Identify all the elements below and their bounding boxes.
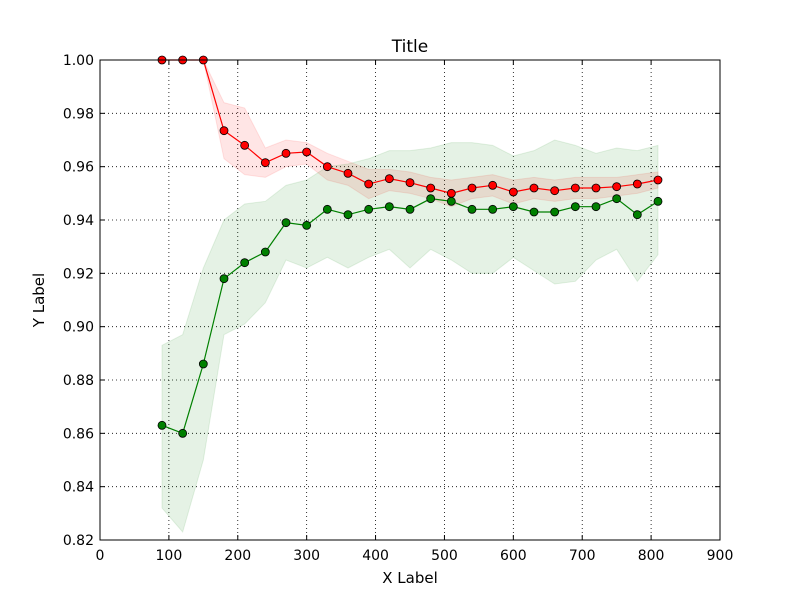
series-0-point <box>591 183 601 193</box>
series-1-point <box>405 204 415 214</box>
series-0-point <box>632 179 642 189</box>
series-1-point <box>260 247 270 257</box>
x-tick-label: 200 <box>224 548 251 564</box>
series-1-point <box>426 194 436 204</box>
y-tick-label: 0.82 <box>63 533 94 549</box>
series-0-point <box>570 183 580 193</box>
series-0-point <box>426 183 436 193</box>
series-1-band <box>161 139 659 534</box>
y-tick-label: 0.92 <box>63 266 94 282</box>
series-0-point <box>322 162 332 172</box>
y-tick-label: 0.96 <box>63 160 94 176</box>
series-1-point <box>653 196 663 206</box>
y-tick-label: 0.90 <box>63 320 94 336</box>
series-0-point <box>219 126 229 136</box>
series-0-point <box>405 178 415 188</box>
x-axis-label: X Label <box>382 569 438 587</box>
series-0-point <box>653 175 663 185</box>
y-tick-label: 0.98 <box>63 106 94 122</box>
series-0-point <box>612 182 622 192</box>
series-1-point <box>178 428 188 438</box>
series-0-point <box>281 148 291 158</box>
series-1-point <box>612 194 622 204</box>
series-1-point <box>219 274 229 284</box>
series-1-point <box>157 420 167 430</box>
x-tick-label: 700 <box>569 548 596 564</box>
series-1-point <box>550 207 560 217</box>
series-0-point <box>364 179 374 189</box>
series-0-point <box>384 174 394 184</box>
x-tick-label: 300 <box>293 548 320 564</box>
series-0-point <box>302 147 312 157</box>
series-1-point <box>570 202 580 212</box>
plot-area: 0 100 200 300 400 500 600 700 800 900 0.82 0.84 0.86… <box>63 53 734 564</box>
y-tick-label: 0.88 <box>63 373 94 389</box>
series-0-point <box>529 183 539 193</box>
series-0-point <box>240 140 250 150</box>
y-axis-label: Y Label <box>30 273 48 328</box>
series-1-point <box>529 207 539 217</box>
series-1-point <box>302 220 312 230</box>
series-1-point <box>281 218 291 228</box>
x-tick-label: 500 <box>431 548 458 564</box>
series-1-point <box>446 196 456 206</box>
series-1-point <box>343 210 353 220</box>
series-0-point <box>446 188 456 198</box>
x-tick-label: 0 <box>96 548 105 564</box>
x-tick-label: 600 <box>500 548 527 564</box>
x-tick-label: 900 <box>707 548 734 564</box>
series-0-point <box>260 158 270 168</box>
y-tick-label: 0.86 <box>63 426 94 442</box>
series-1-point <box>322 204 332 214</box>
series-0-point <box>343 168 353 178</box>
series-1-point <box>632 210 642 220</box>
x-tick-label: 400 <box>362 548 389 564</box>
series-1-point <box>240 258 250 268</box>
series-0-point <box>550 186 560 196</box>
axes-frame <box>99 59 721 541</box>
series-1-point <box>488 204 498 214</box>
y-tick-label: 0.94 <box>63 213 94 229</box>
y-tick-label: 0.84 <box>63 480 94 496</box>
series-1-point <box>591 202 601 212</box>
series-0-point <box>467 183 477 193</box>
series-1-point <box>467 204 477 214</box>
series-1-point <box>508 202 518 212</box>
series-0-point <box>488 180 498 190</box>
chart-title: Title <box>391 37 428 57</box>
series-1-point <box>198 359 208 369</box>
series-1-point <box>384 202 394 212</box>
y-tick-label: 1.00 <box>63 53 94 69</box>
x-tick-label: 100 <box>156 548 183 564</box>
x-tick-label: 800 <box>638 548 665 564</box>
series-0-point <box>508 187 518 197</box>
series-1-point <box>364 204 374 214</box>
